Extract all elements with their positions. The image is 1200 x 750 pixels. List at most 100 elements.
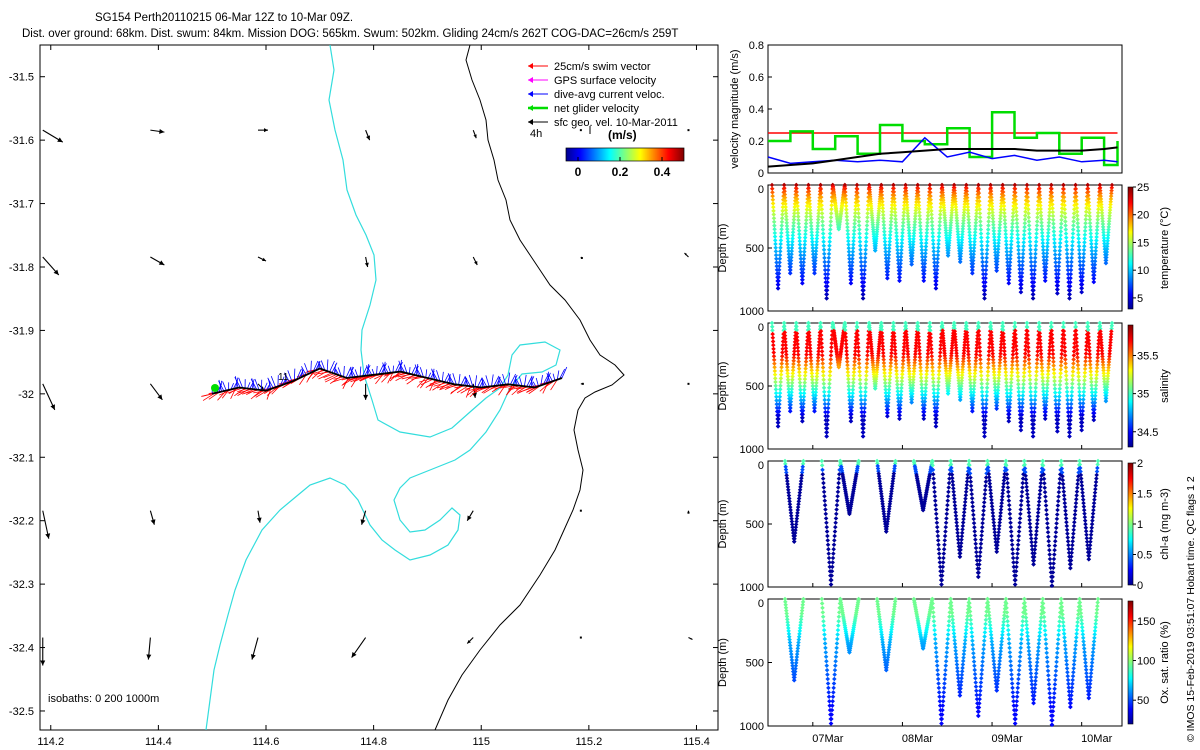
swim-vector [509, 385, 525, 391]
section-point [983, 479, 989, 484]
dac-vector [452, 373, 457, 385]
section-point [822, 502, 828, 508]
map-ytick-label: -31.7 [9, 199, 34, 211]
section-point [937, 219, 943, 225]
section-point [1016, 533, 1022, 539]
section-point [1062, 504, 1068, 510]
section-point [862, 393, 868, 399]
section-point [862, 259, 868, 265]
section-point [983, 483, 988, 489]
section-point [819, 601, 825, 606]
section-point [883, 255, 889, 261]
section-point [856, 353, 861, 358]
section-point [1079, 424, 1085, 429]
section-point [1021, 370, 1027, 375]
swim-vector [236, 388, 253, 394]
geo-arrow-head [158, 260, 165, 265]
section-point [857, 235, 863, 240]
section-point [1010, 546, 1015, 552]
dac-vector [250, 378, 258, 390]
section-point [1052, 374, 1057, 380]
section-point [833, 520, 838, 526]
section-point [1026, 503, 1031, 508]
section-point [801, 263, 806, 268]
section-point [849, 270, 854, 276]
section-point [977, 215, 983, 220]
section-point [770, 335, 776, 341]
section-point [1083, 358, 1088, 364]
section-point [821, 381, 827, 387]
section-point [833, 658, 838, 664]
section-point [1031, 430, 1036, 435]
section-point [826, 685, 831, 691]
section-point [980, 255, 985, 261]
section-point [1076, 378, 1082, 383]
section-point [1058, 367, 1064, 372]
section-point [1059, 217, 1064, 223]
section-point [1021, 247, 1026, 253]
section-point [939, 582, 944, 587]
map-ytick-label: -31.9 [9, 325, 34, 337]
section-point [1075, 481, 1080, 487]
section-point [1031, 288, 1036, 293]
section-point [1014, 560, 1020, 565]
dac-vector [387, 365, 391, 373]
section-point [1030, 296, 1036, 301]
section-point [1051, 565, 1056, 571]
section-point [945, 253, 951, 258]
section-point [1061, 182, 1066, 188]
velocity-ytick-label: 0.4 [749, 104, 764, 116]
section-point [1019, 266, 1025, 272]
section-point [941, 694, 946, 700]
swim-vector [299, 374, 307, 386]
section-point [1028, 251, 1033, 257]
section-point [1058, 458, 1064, 464]
section-point [1069, 255, 1074, 261]
section-point [850, 256, 855, 261]
section-point [800, 273, 806, 279]
section-point [854, 320, 860, 326]
section-point [885, 269, 891, 274]
section-point [936, 685, 942, 691]
section-point [1017, 516, 1023, 521]
section-point [865, 211, 870, 216]
section-point [1043, 498, 1048, 504]
section-point [779, 357, 785, 363]
section-point [1056, 264, 1062, 269]
section-point [1010, 551, 1016, 556]
section-point [1025, 491, 1030, 497]
section-point [864, 373, 869, 378]
section-point [1027, 243, 1033, 249]
map-ytick-label: -32.4 [9, 643, 34, 655]
section-point [931, 245, 936, 250]
section-point [832, 533, 837, 539]
dac-vector [493, 375, 500, 387]
section-point [972, 533, 978, 538]
section-point [1068, 565, 1073, 571]
section-point [777, 390, 783, 396]
section-point [1035, 514, 1041, 519]
section-point [826, 401, 831, 407]
dac-vector [419, 367, 424, 378]
section-point [1063, 369, 1069, 374]
dac-vector [518, 376, 523, 387]
geostrophic-velocity-arrows [40, 128, 693, 666]
section-point [856, 219, 862, 224]
section-point [859, 267, 864, 273]
map-xtick-label: 115 [472, 736, 490, 748]
dac-vector [382, 362, 387, 374]
section-point [1005, 485, 1011, 490]
section-point [1057, 390, 1062, 395]
section-point [830, 698, 835, 704]
section-point [821, 385, 827, 391]
section-point [835, 636, 840, 642]
section-point [1069, 550, 1074, 556]
section-point [1076, 381, 1082, 387]
section-point [826, 397, 831, 403]
dac-vector [376, 365, 378, 375]
map-ytick-label: -32.2 [9, 516, 34, 528]
dac-vector [254, 378, 260, 391]
section-point [835, 494, 840, 499]
dac-vector [284, 374, 288, 384]
section-point [822, 636, 828, 642]
